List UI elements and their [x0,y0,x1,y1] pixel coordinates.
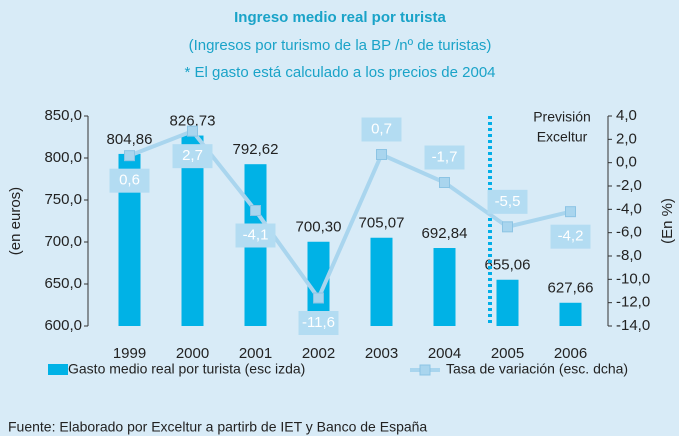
legend-swatch [419,364,431,376]
bar-value-label: 705,07 [359,215,405,232]
bar-value-label: 627,66 [548,280,594,297]
annotation: Exceltur [537,129,588,145]
x-tick-label: 1999 [113,345,146,362]
x-tick-label: 2000 [176,345,209,362]
source: Fuente: Elaborado por Exceltur a partirb… [8,419,427,435]
line-value-label: 0,6 [119,172,140,189]
annotation: Previsión [533,109,591,125]
x-tick-label: 2004 [428,345,461,362]
line-marker [376,149,387,160]
bar-value-label: 655,06 [485,257,531,274]
bar [181,135,204,326]
y-tick-label: 800,0 [44,149,82,166]
y-tick-label: 750,0 [44,191,82,208]
y2-tick-label: -8,0 [616,247,642,264]
line-marker [565,206,576,218]
line-marker [502,221,513,233]
line-value-label: 0,7 [371,120,392,137]
bar [370,237,393,326]
legend-label: Tasa de variación (esc. dcha) [446,361,628,377]
chart-subtitle: (Ingresos por turismo de la BP /nº de tu… [189,37,492,54]
line-marker [439,177,450,188]
line-value-label: -11,6 [302,314,335,331]
line-label-box [550,224,591,249]
bar-value-label: 700,30 [296,219,342,236]
line-marker [124,150,135,162]
line-marker [250,205,261,216]
legend-swatch [48,364,68,375]
x-tick-label: 2006 [554,345,587,362]
line-value-label: -5,5 [495,193,521,210]
bar-value-label: 804,86 [107,131,153,148]
line-label-box [172,144,213,169]
y2-tick-label: -10,0 [616,270,650,287]
y2-tick-label: 2,0 [616,130,637,147]
y2-tick-label: 4,0 [616,107,637,124]
line-label-box [424,145,465,170]
line-label-box [487,189,528,214]
bar [433,248,456,326]
line-label-box [298,311,339,335]
line-label-box [361,117,402,142]
bar [118,153,141,326]
y-tick-label: 650,0 [44,275,82,292]
bar-value-label: 792,62 [233,141,279,158]
line-value-label: -1,7 [432,148,458,165]
y2-tick-label: -2,0 [616,177,642,194]
bar [496,279,519,326]
y2-tick-label: -14,0 [616,317,650,334]
line-label-box [109,168,150,193]
bar [307,241,330,326]
line-marker [187,125,198,137]
x-tick-label: 2001 [239,345,272,362]
y2-tick-label: -12,0 [616,294,650,311]
y2-tick-label: 0,0 [616,154,637,171]
y-tick-label: 600,0 [44,317,82,334]
line-value-label: 2,7 [182,147,203,164]
y-axis-label: (en euros) [7,187,24,255]
x-tick-label: 2003 [365,345,398,362]
line-marker [313,292,324,304]
y-tick-label: 700,0 [44,233,82,250]
x-tick-label: 2005 [491,345,524,362]
chart-note: * El gasto está calculado a los precios … [184,64,495,81]
line-label-box [235,223,276,248]
y2-axis-label: (En %) [659,198,676,244]
line-value-label: -4,2 [558,228,584,245]
x-tick-label: 2002 [302,345,335,362]
bar-value-label: 826,73 [170,113,216,130]
legend-label: Gasto medio real por turista (esc izda) [68,361,305,377]
y-tick-label: 850,0 [44,107,82,124]
y2-tick-label: -4,0 [616,200,642,217]
bar [559,302,582,326]
bar-value-label: 692,84 [422,225,468,242]
line-value-label: -4,1 [243,226,269,243]
y2-tick-label: -6,0 [616,224,642,241]
chart-title: Ingreso medio real por turista [234,9,446,26]
